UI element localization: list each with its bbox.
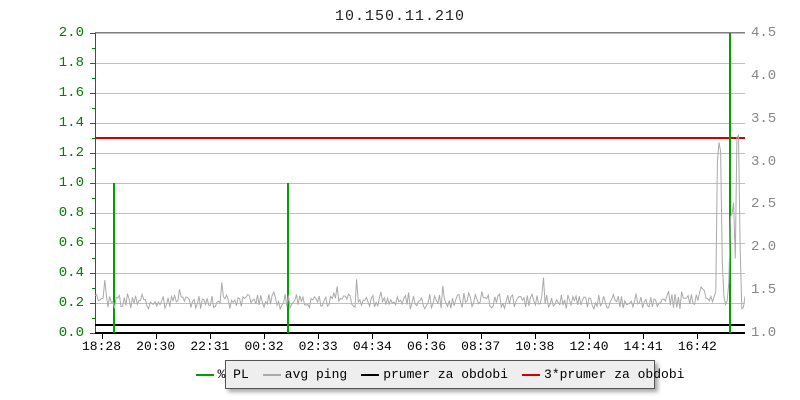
x-tick-label-14-41: 14:41	[624, 339, 663, 354]
x-tick-mark	[535, 333, 536, 339]
x-tick-mark	[318, 333, 319, 339]
y-tick-label-left-0.4: 0.4	[59, 265, 84, 281]
y-tick-label-left-1.8: 1.8	[59, 55, 84, 71]
x-tick-label-18-28: 18:28	[82, 339, 121, 354]
y-tick-mark-left	[90, 333, 95, 334]
y-tick-label-right-2.0: 2.0	[751, 239, 776, 255]
y-tick-label-left-0.6: 0.6	[59, 235, 84, 251]
x-tick-label-22-31: 22:31	[190, 339, 229, 354]
y-tick-label-left-1.0: 1.0	[59, 175, 84, 191]
chart-title: 10.150.11.210	[0, 8, 800, 25]
avgping-icon	[263, 374, 281, 376]
avg-icon	[361, 374, 379, 376]
legend-item-avg: prumer za obdobi	[361, 367, 508, 382]
x-tick-mark	[264, 333, 265, 339]
x-tick-label-06-36: 06:36	[407, 339, 446, 354]
x-tick-mark	[481, 333, 482, 339]
y-tick-label-right-4.0: 4.0	[751, 68, 776, 84]
x-tick-label-20-30: 20:30	[136, 339, 175, 354]
avg-ping-series	[95, 33, 745, 333]
y-tick-mark-left-minor	[92, 198, 95, 199]
y-tick-label-left-1.6: 1.6	[59, 85, 84, 101]
x-tick-label-08-37: 08:37	[461, 339, 500, 354]
y-tick-mark-left	[90, 123, 95, 124]
y-tick-mark-left	[90, 243, 95, 244]
y-tick-mark-left-minor	[92, 108, 95, 109]
y-tick-mark-left-minor	[92, 78, 95, 79]
y-tick-mark-left	[90, 33, 95, 34]
y-axis-right: 1.0 1.5 2.0 2.5 3.0 3.5 4.0 4.5	[745, 33, 800, 333]
legend-label-avgx3: 3*prumer za obdobi	[544, 367, 684, 382]
y-tick-mark-left	[90, 93, 95, 94]
x-tick-mark	[697, 333, 698, 339]
y-tick-label-right-1.0: 1.0	[751, 325, 776, 341]
y-tick-label-right-3.5: 3.5	[751, 111, 776, 127]
y-tick-label-right-4.5: 4.5	[751, 25, 776, 41]
legend-wrap: % PL avg ping prumer za obdobi 3*prumer …	[225, 360, 655, 389]
legend-label-avgping: avg ping	[285, 367, 347, 382]
x-tick-mark	[102, 333, 103, 339]
y-tick-mark-left-minor	[92, 288, 95, 289]
legend-item-avgx3: 3*prumer za obdobi	[522, 367, 684, 382]
y-tick-label-left-1.4: 1.4	[59, 115, 84, 131]
x-tick-label-10-38: 10:38	[515, 339, 554, 354]
x-tick-label-00-32: 00:32	[244, 339, 283, 354]
x-tick-label-02-33: 02:33	[299, 339, 338, 354]
y-tick-label-left-0.2: 0.2	[59, 295, 84, 311]
x-tick-label-12-40: 12:40	[569, 339, 608, 354]
legend-box: % PL avg ping prumer za obdobi 3*prumer …	[225, 360, 655, 389]
x-tick-mark	[643, 333, 644, 339]
y-tick-mark-left-minor	[92, 318, 95, 319]
y-tick-mark-left	[90, 273, 95, 274]
legend-label-avg: prumer za obdobi	[383, 367, 508, 382]
y-tick-mark-left	[90, 183, 95, 184]
x-tick-mark	[427, 333, 428, 339]
legend-label-pl: % PL	[218, 367, 249, 382]
y-tick-mark-left-minor	[92, 168, 95, 169]
y-tick-label-right-3.0: 3.0	[751, 154, 776, 170]
y-tick-mark-left	[90, 63, 95, 64]
y-tick-label-left-1.2: 1.2	[59, 145, 84, 161]
y-tick-mark-left-minor	[92, 228, 95, 229]
x-tick-label-16-42: 16:42	[678, 339, 717, 354]
y-tick-mark-left	[90, 303, 95, 304]
pl-icon	[196, 374, 214, 376]
y-tick-label-right-1.5: 1.5	[751, 282, 776, 298]
y-tick-mark-left	[90, 153, 95, 154]
legend-item-pl: % PL	[196, 367, 249, 382]
legend-item-avgping: avg ping	[263, 367, 347, 382]
y-tick-label-left-0.0: 0.0	[59, 325, 84, 341]
x-tick-mark	[156, 333, 157, 339]
x-tick-mark	[372, 333, 373, 339]
y-axis-left: 0.0 0.2 0.4 0.6 0.8 1.0 1.2 1.4 1.6 1.8 2.0	[37, 33, 92, 333]
avgx3-icon	[522, 374, 540, 376]
y-tick-mark-left-minor	[92, 48, 95, 49]
plot-area: 0.0 0.2 0.4 0.6 0.8 1.0 1.2 1.4 1.6 1.8 2.0 1.0 1.5…	[95, 32, 745, 332]
x-tick-mark	[210, 333, 211, 339]
y-tick-label-right-2.5: 2.5	[751, 196, 776, 212]
y-tick-mark-left	[90, 213, 95, 214]
y-tick-label-left-0.8: 0.8	[59, 205, 84, 221]
x-tick-mark	[589, 333, 590, 339]
y-tick-mark-left-minor	[92, 138, 95, 139]
x-tick-label-04-34: 04:34	[353, 339, 392, 354]
y-tick-label-left-2.0: 2.0	[59, 25, 84, 41]
y-tick-mark-left-minor	[92, 258, 95, 259]
